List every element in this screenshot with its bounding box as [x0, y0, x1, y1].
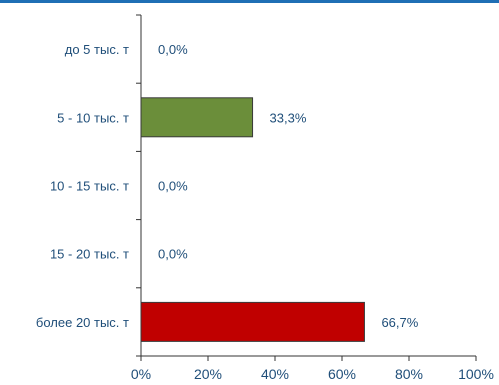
chart-bars: [140, 97, 365, 342]
x-tick-label: 0%: [131, 366, 151, 382]
category-label: 5 - 10 тыс. т: [57, 110, 129, 125]
data-label: 0,0%: [158, 247, 188, 262]
x-tick-label: 40%: [261, 366, 289, 382]
x-tick-label: 100%: [458, 366, 494, 382]
top-accent-rule: [0, 0, 499, 3]
x-tick-label: 20%: [194, 366, 222, 382]
bar: [140, 301, 365, 342]
data-label: 0,0%: [158, 42, 188, 57]
x-tick-label: 60%: [328, 366, 356, 382]
category-label: 15 - 20 тыс. т: [50, 247, 129, 262]
category-label: более 20 тыс. т: [36, 315, 129, 330]
chart-axes: [136, 14, 477, 361]
data-label: 33,3%: [270, 110, 307, 125]
category-label: 10 - 15 тыс. т: [50, 179, 129, 194]
data-label: 66,7%: [381, 315, 418, 330]
bar: [140, 97, 254, 138]
chart-labels: 0% 20% 40% 60% 80% 100% до 5 тыс. т 0,0% 5 - 10 …: [36, 42, 494, 382]
category-label: до 5 тыс. т: [65, 42, 129, 57]
x-tick-label: 80%: [395, 366, 423, 382]
data-label: 0,0%: [158, 179, 188, 194]
